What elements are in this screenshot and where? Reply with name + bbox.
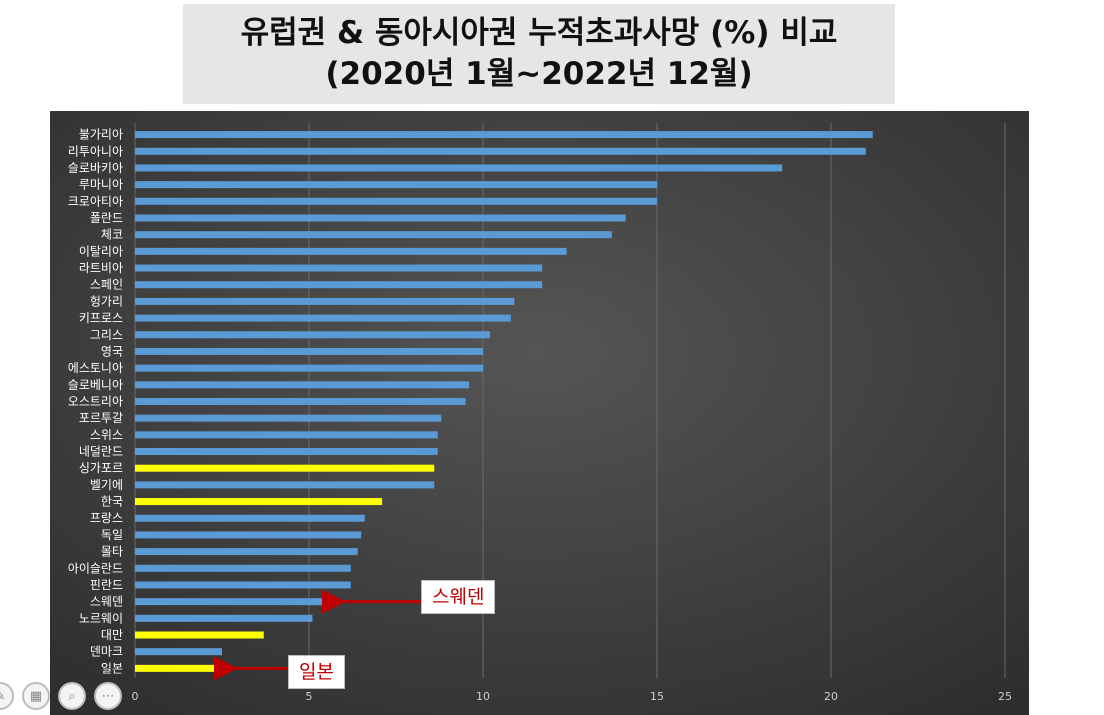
bar-핀란드 [135, 581, 351, 589]
category-label: 스페인 [90, 278, 123, 292]
bar-네덜란드 [135, 448, 438, 456]
bar-포르투갈 [135, 414, 442, 422]
bar-덴마크 [135, 648, 222, 656]
category-label: 에스토니아 [68, 361, 123, 375]
bar-에스토니아 [135, 364, 483, 372]
bar-아이슬란드 [135, 564, 351, 572]
annotation-sweden: 스웨덴 [421, 580, 496, 614]
category-label: 체코 [101, 228, 123, 242]
presentation-toolbar: ✎ ▦ ⌕ ⋯ [0, 682, 122, 710]
bar-싱가포르 [135, 464, 435, 472]
category-label: 리투아니아 [68, 144, 123, 158]
category-label: 라트비아 [79, 261, 123, 275]
category-label: 프랑스 [90, 511, 123, 525]
slides-icon[interactable]: ▦ [22, 682, 50, 710]
category-label: 노르웨이 [79, 611, 123, 625]
x-tick-label: 0 [132, 690, 139, 703]
category-label: 슬로바키아 [68, 161, 123, 175]
category-label: 폴란드 [90, 211, 123, 225]
title-line-2: (2020년 1월~2022년 12월) [325, 56, 753, 92]
category-label: 벨기에 [90, 478, 123, 492]
chart-title: 유럽권 & 동아시아권 누적초과사망 (%) 비교 (2020년 1월~2022… [183, 4, 895, 104]
x-tick-label: 25 [998, 690, 1012, 703]
bar-스페인 [135, 281, 543, 289]
bar-스위스 [135, 431, 438, 439]
category-label: 그리스 [90, 328, 123, 342]
x-tick-label: 20 [824, 690, 838, 703]
bar-노르웨이 [135, 614, 313, 622]
category-label: 스위스 [90, 428, 123, 442]
zoom-icon[interactable]: ⌕ [58, 682, 86, 710]
bar-헝가리 [135, 297, 515, 305]
category-label: 일본 [101, 661, 123, 675]
bar-대만 [135, 631, 264, 639]
bar-그리스 [135, 331, 490, 339]
category-label: 덴마크 [90, 645, 123, 659]
bar-키프로스 [135, 314, 511, 322]
category-label: 이탈리아 [79, 244, 123, 258]
category-label: 네덜란드 [79, 445, 123, 459]
category-label: 헝가리 [90, 294, 123, 308]
category-label: 키프로스 [79, 311, 123, 325]
bar-이탈리아 [135, 247, 567, 255]
category-label: 독일 [101, 528, 123, 542]
category-label: 싱가포르 [79, 461, 123, 475]
bar-리투아니아 [135, 147, 866, 155]
category-label: 포르투갈 [79, 411, 123, 425]
category-label: 루마니아 [79, 178, 123, 192]
bar-chart: 불가리아리투아니아슬로바키아루마니아크로아티아폴란드체코이탈리아라트비아스페인헝… [50, 111, 1029, 715]
bar-크로아티아 [135, 197, 657, 205]
bar-라트비아 [135, 264, 543, 272]
x-tick-label: 5 [306, 690, 313, 703]
bar-벨기에 [135, 481, 435, 489]
bar-폴란드 [135, 214, 626, 222]
bar-루마니아 [135, 181, 657, 189]
category-label: 아이슬란드 [68, 561, 123, 575]
x-tick-label: 10 [476, 690, 490, 703]
annotation-japan: 일본 [288, 655, 345, 689]
more-icon[interactable]: ⋯ [94, 682, 122, 710]
bar-프랑스 [135, 514, 365, 522]
category-label: 스웨덴 [90, 595, 123, 609]
bar-체코 [135, 231, 612, 239]
bar-일본 [135, 664, 222, 672]
pen-icon[interactable]: ✎ [0, 682, 14, 710]
category-label: 영국 [101, 344, 123, 358]
bar-슬로바키아 [135, 164, 783, 172]
bar-오스트리아 [135, 397, 466, 405]
bar-한국 [135, 498, 383, 506]
bar-스웨덴 [135, 598, 330, 606]
x-tick-label: 15 [650, 690, 664, 703]
category-label: 크로아티아 [68, 194, 123, 208]
title-line-1: 유럽권 & 동아시아권 누적초과사망 (%) 비교 [240, 15, 838, 51]
bar-슬로베니아 [135, 381, 470, 389]
category-label: 오스트리아 [68, 394, 123, 408]
bar-독일 [135, 531, 362, 539]
bar-몰타 [135, 548, 358, 556]
category-label: 한국 [101, 495, 123, 509]
category-label: 슬로베니아 [68, 378, 123, 392]
bar-영국 [135, 347, 483, 355]
bar-불가리아 [135, 131, 873, 139]
category-label: 몰타 [101, 545, 123, 559]
category-label: 대만 [101, 628, 123, 642]
category-label: 불가리아 [79, 128, 123, 142]
category-label: 핀란드 [90, 578, 123, 592]
plot-background [50, 111, 1029, 715]
